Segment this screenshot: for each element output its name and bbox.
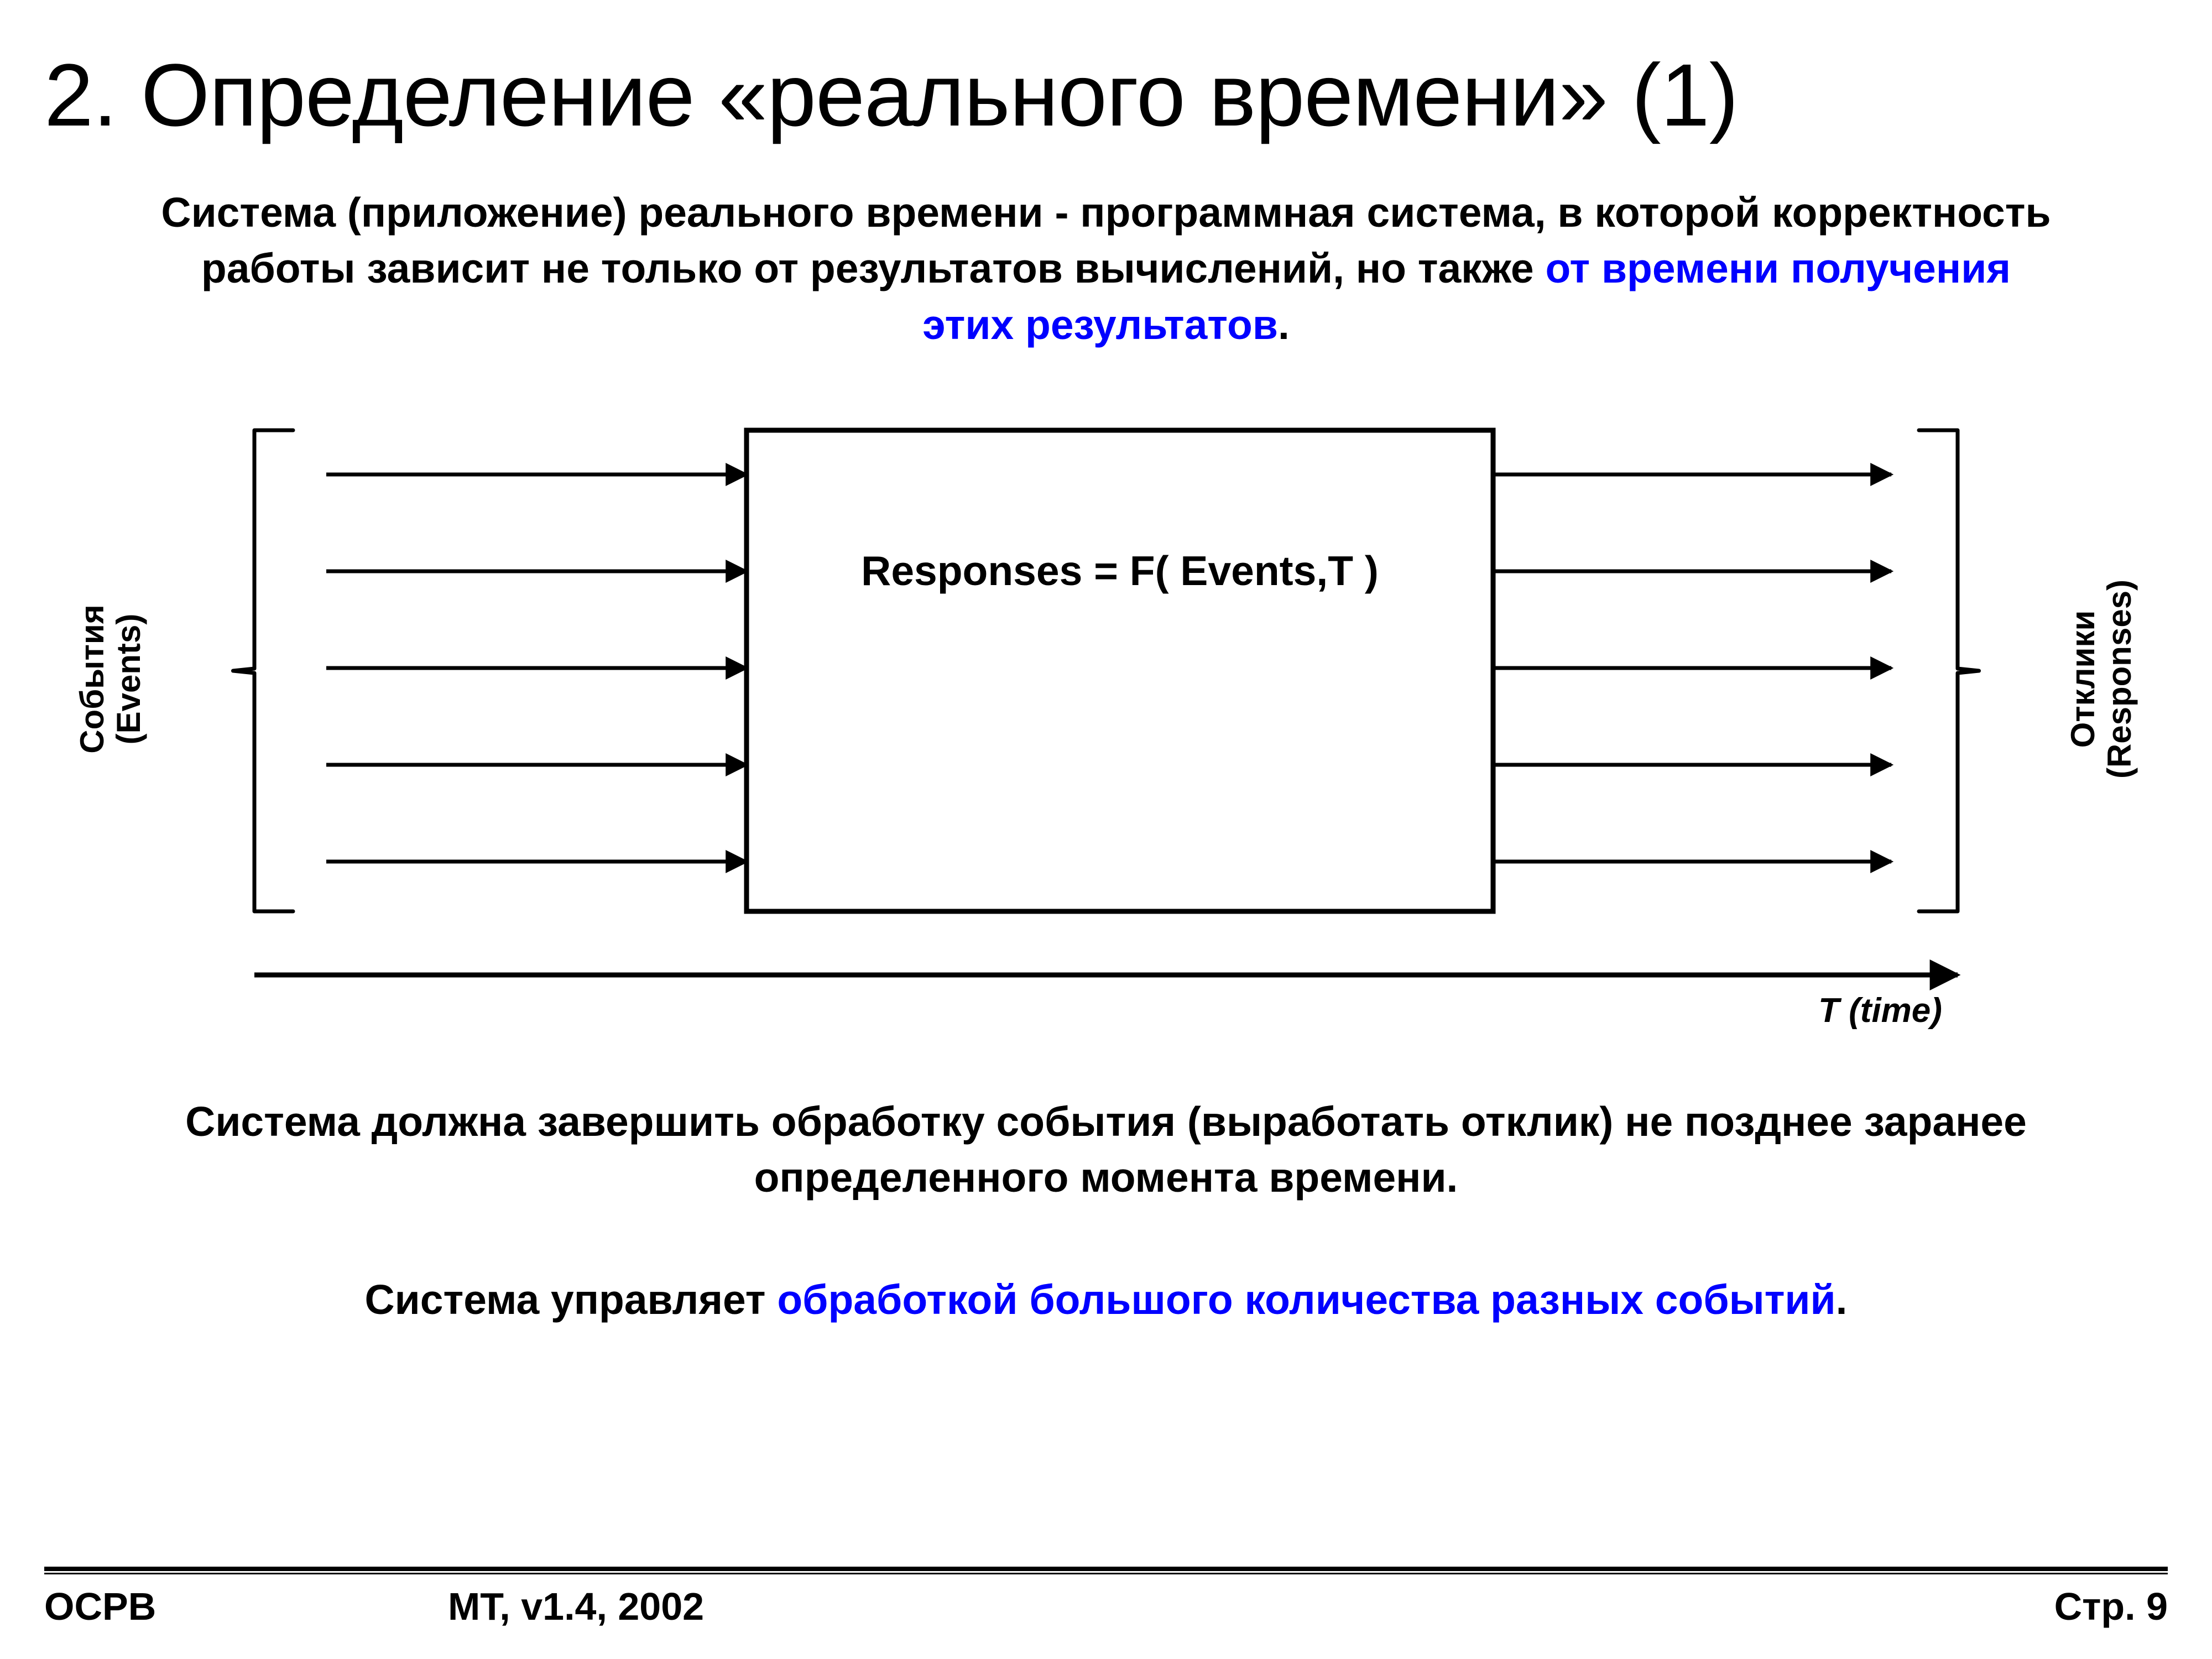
- statement2-part1: Система управляет: [365, 1276, 778, 1323]
- events-label-line1: События: [74, 604, 111, 754]
- responses-label-line1: Отклики: [2064, 610, 2101, 748]
- diagram-container: События (Events) Отклики (Responses) Res…: [44, 414, 2168, 1050]
- statement-deadline: Система должна завершить обработку событ…: [44, 1094, 2168, 1206]
- responses-label: Отклики (Responses): [2065, 580, 2138, 779]
- footer-left: ОСРВ: [44, 1584, 156, 1629]
- definition-paragraph: Система (приложение) реального времени -…: [44, 185, 2168, 353]
- diagram-svg: Responses = F( Events,T ) T (time): [55, 414, 2157, 1039]
- responses-label-line2: (Responses): [2101, 580, 2138, 779]
- svg-text:Responses = F( Events,T ): Responses = F( Events,T ): [861, 547, 1379, 594]
- statement2-part2: .: [1836, 1276, 1848, 1323]
- statement2-highlight: обработкой большого количества разных со…: [777, 1276, 1835, 1323]
- svg-text:T (time): T (time): [1818, 992, 1942, 1030]
- footer-mid: MT, v1.4, 2002: [448, 1584, 704, 1629]
- slide-title: 2. Определение «реального времени» (1): [44, 44, 2168, 146]
- statement-many-events: Система управляет обработкой большого ко…: [44, 1272, 2168, 1328]
- events-label: События (Events): [74, 604, 147, 754]
- footer-row: ОСРВ MT, v1.4, 2002 Стр. 9: [44, 1584, 2168, 1629]
- footer-divider: [44, 1567, 2168, 1574]
- events-label-line2: (Events): [110, 613, 147, 744]
- definition-part2: .: [1278, 301, 1290, 348]
- footer: ОСРВ MT, v1.4, 2002 Стр. 9: [44, 1567, 2168, 1629]
- slide: 2. Определение «реального времени» (1) С…: [0, 0, 2212, 1659]
- footer-right: Стр. 9: [2054, 1584, 2168, 1629]
